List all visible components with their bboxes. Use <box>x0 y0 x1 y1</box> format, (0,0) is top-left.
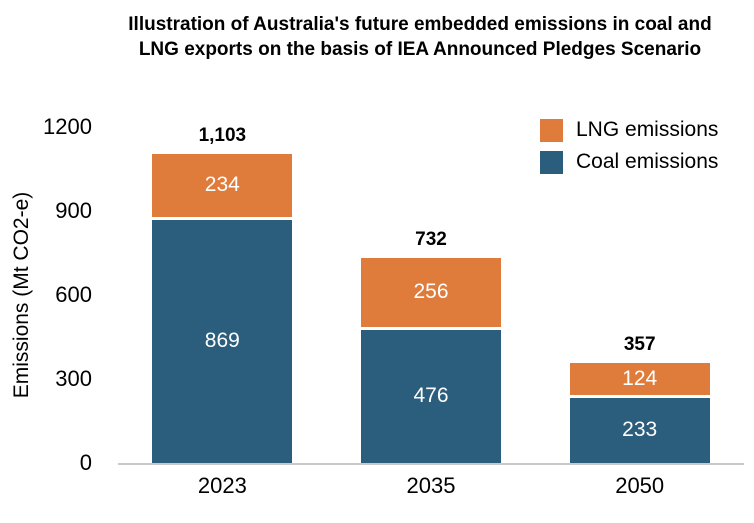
legend: LNG emissions Coal emissions <box>540 118 718 174</box>
bar-segment-value: 124 <box>622 366 658 390</box>
y-tick-label: 900 <box>55 198 92 223</box>
stacked-bar: 234 869 <box>152 154 293 463</box>
legend-label: Coal emissions <box>576 150 719 173</box>
bar-segment-coal: 476 <box>361 329 501 463</box>
bar-total-label: 1,103 <box>198 125 247 147</box>
stacked-bar: 124 233 <box>569 363 710 463</box>
legend-swatch <box>540 150 563 174</box>
bar-segment-lng: 234 <box>152 154 293 220</box>
stacked-bar: 256 476 <box>361 258 501 463</box>
bar-total-label: 357 <box>623 334 656 356</box>
x-axis-labels: 2023 2035 2050 <box>118 473 744 499</box>
legend-item: LNG emissions <box>540 118 718 142</box>
bar-group: 357 124 233 <box>535 127 744 463</box>
bar-segment-lng: 256 <box>361 258 501 330</box>
bar-group: 1,103 234 869 <box>118 125 327 463</box>
bar-segment-coal: 233 <box>569 397 710 463</box>
legend-label: LNG emissions <box>576 118 719 141</box>
bar-segment-value: 476 <box>413 384 449 408</box>
y-tick-label: 1200 <box>43 114 92 139</box>
x-axis-label: 2050 <box>615 473 665 498</box>
y-axis-ticks: 0 300 600 900 1200 <box>0 114 104 475</box>
chart-title: Illustration of Australia's future embed… <box>128 14 712 61</box>
bar-segment-value: 233 <box>622 418 658 442</box>
bar-segment-value: 234 <box>204 173 240 197</box>
bars: 1,103 234 869 732 256 476 357 124 233 <box>118 125 744 463</box>
bar-segment-value: 256 <box>413 280 449 304</box>
x-axis-label: 2023 <box>197 473 247 498</box>
legend-item: Coal emissions <box>540 150 718 174</box>
y-tick-label: 300 <box>55 366 92 391</box>
x-axis-label: 2035 <box>406 473 456 498</box>
bar-group: 732 256 476 <box>327 127 536 463</box>
y-tick-label: 600 <box>55 282 92 307</box>
bar-segment-value: 869 <box>204 329 240 353</box>
legend-swatch <box>540 118 563 142</box>
bar-total-label: 732 <box>415 229 447 251</box>
y-tick-label: 0 <box>79 450 92 475</box>
bar-segment-lng: 124 <box>569 363 710 398</box>
plot-area: 1,103 234 869 732 256 476 357 124 233 <box>118 125 744 465</box>
bar-segment-coal: 869 <box>152 219 293 463</box>
